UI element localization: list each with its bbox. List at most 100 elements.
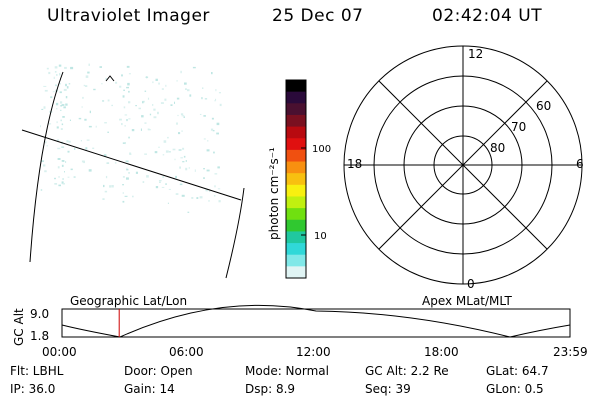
- speckle: [135, 171, 138, 174]
- speckle: [158, 146, 160, 148]
- colorbar-cell: [286, 266, 306, 279]
- speckle: [55, 84, 57, 87]
- speckle: [214, 173, 218, 175]
- speckle: [167, 202, 169, 204]
- speckle: [175, 193, 179, 195]
- speckle: [128, 118, 131, 120]
- speckle: [66, 86, 69, 89]
- speckle: [44, 89, 48, 92]
- speckle: [203, 138, 206, 140]
- speckle: [196, 197, 199, 199]
- speckle: [176, 80, 178, 82]
- speckle: [57, 158, 61, 160]
- speckle: [215, 98, 217, 101]
- speckle: [122, 95, 125, 98]
- speckle: [122, 200, 125, 203]
- speckle: [128, 101, 131, 104]
- speckle: [62, 178, 64, 180]
- speckle: [181, 130, 183, 132]
- speckle: [217, 166, 220, 169]
- speckle: [57, 166, 60, 169]
- speckle: [92, 147, 95, 149]
- speckle: [203, 168, 205, 170]
- speckle: [57, 147, 61, 150]
- speckle: [103, 154, 107, 157]
- speckle: [174, 158, 176, 161]
- speckle: [41, 160, 44, 162]
- speckle: [63, 106, 66, 109]
- speckle: [126, 119, 128, 122]
- speckle: [84, 118, 87, 121]
- colorbar-cell: [286, 149, 306, 163]
- speckle: [203, 177, 205, 179]
- speckle: [215, 89, 217, 92]
- speckle: [165, 183, 167, 185]
- speckle: [153, 108, 156, 111]
- speckle: [199, 113, 202, 115]
- speckle: [152, 81, 154, 84]
- colorbar-cell: [286, 243, 306, 256]
- speckle: [95, 125, 97, 128]
- speckle: [206, 149, 210, 152]
- ip-field: IP: 36.0: [10, 382, 56, 396]
- speckle: [119, 118, 122, 121]
- speckle: [211, 117, 214, 120]
- speckle: [124, 114, 128, 116]
- speckle: [61, 160, 65, 162]
- speckle: [65, 96, 68, 99]
- colorbar-unit-label: photon cm⁻²s⁻¹: [267, 147, 281, 240]
- speckle: [160, 102, 164, 104]
- speckle: [187, 211, 190, 213]
- speckle: [65, 161, 67, 163]
- glon-field: GLon: 0.5: [486, 382, 544, 396]
- speckle: [83, 160, 85, 164]
- speckle: [123, 89, 125, 91]
- speckle: [209, 191, 211, 193]
- xtick-0000: 00:00: [42, 345, 77, 359]
- speckle: [144, 90, 147, 92]
- speckle: [176, 97, 180, 100]
- speckle: [178, 132, 181, 135]
- speckle: [122, 184, 124, 186]
- speckle: [126, 65, 130, 68]
- colorbar-cell: [286, 126, 306, 139]
- speckle: [59, 83, 61, 85]
- speckle: [60, 128, 63, 130]
- colorbar-cell: [286, 103, 306, 116]
- speckle: [65, 103, 68, 106]
- speckle: [66, 140, 69, 143]
- speckle: [64, 171, 65, 173]
- speckle: [85, 85, 88, 87]
- colorbar-cell: [286, 184, 306, 198]
- speckle: [152, 104, 154, 106]
- dsp-field: Dsp: 8.9: [245, 382, 296, 396]
- speckle: [183, 116, 185, 118]
- seq-field: Seq: 39: [365, 382, 411, 396]
- speckle: [204, 98, 208, 100]
- mlt-label-0: 0: [467, 277, 475, 291]
- speckle: [48, 71, 51, 75]
- speckle: [148, 129, 151, 131]
- speckle: [93, 88, 96, 91]
- speckle: [114, 162, 117, 164]
- speckle: [208, 200, 210, 202]
- speckle: [216, 122, 220, 126]
- speckle: [104, 190, 108, 193]
- polar-diagonal-2: [378, 80, 548, 250]
- speckle: [61, 181, 64, 184]
- speckle: [194, 169, 196, 172]
- colorbar-tick-label-100: 100: [312, 144, 331, 155]
- speckle: [214, 185, 216, 188]
- speckle: [63, 88, 67, 91]
- speckle: [122, 192, 124, 194]
- speckle: [158, 82, 160, 85]
- limb-curve-right: [225, 187, 245, 279]
- speckle: [43, 85, 47, 87]
- colorbar-cell: [286, 196, 306, 209]
- date-label: 25 Dec 07: [272, 6, 364, 26]
- timeline-ytick-9: 9.0: [30, 307, 49, 321]
- limb-curve-left: [29, 71, 64, 263]
- speckle: [184, 82, 187, 85]
- speckle: [46, 67, 49, 70]
- speckle: [40, 189, 43, 191]
